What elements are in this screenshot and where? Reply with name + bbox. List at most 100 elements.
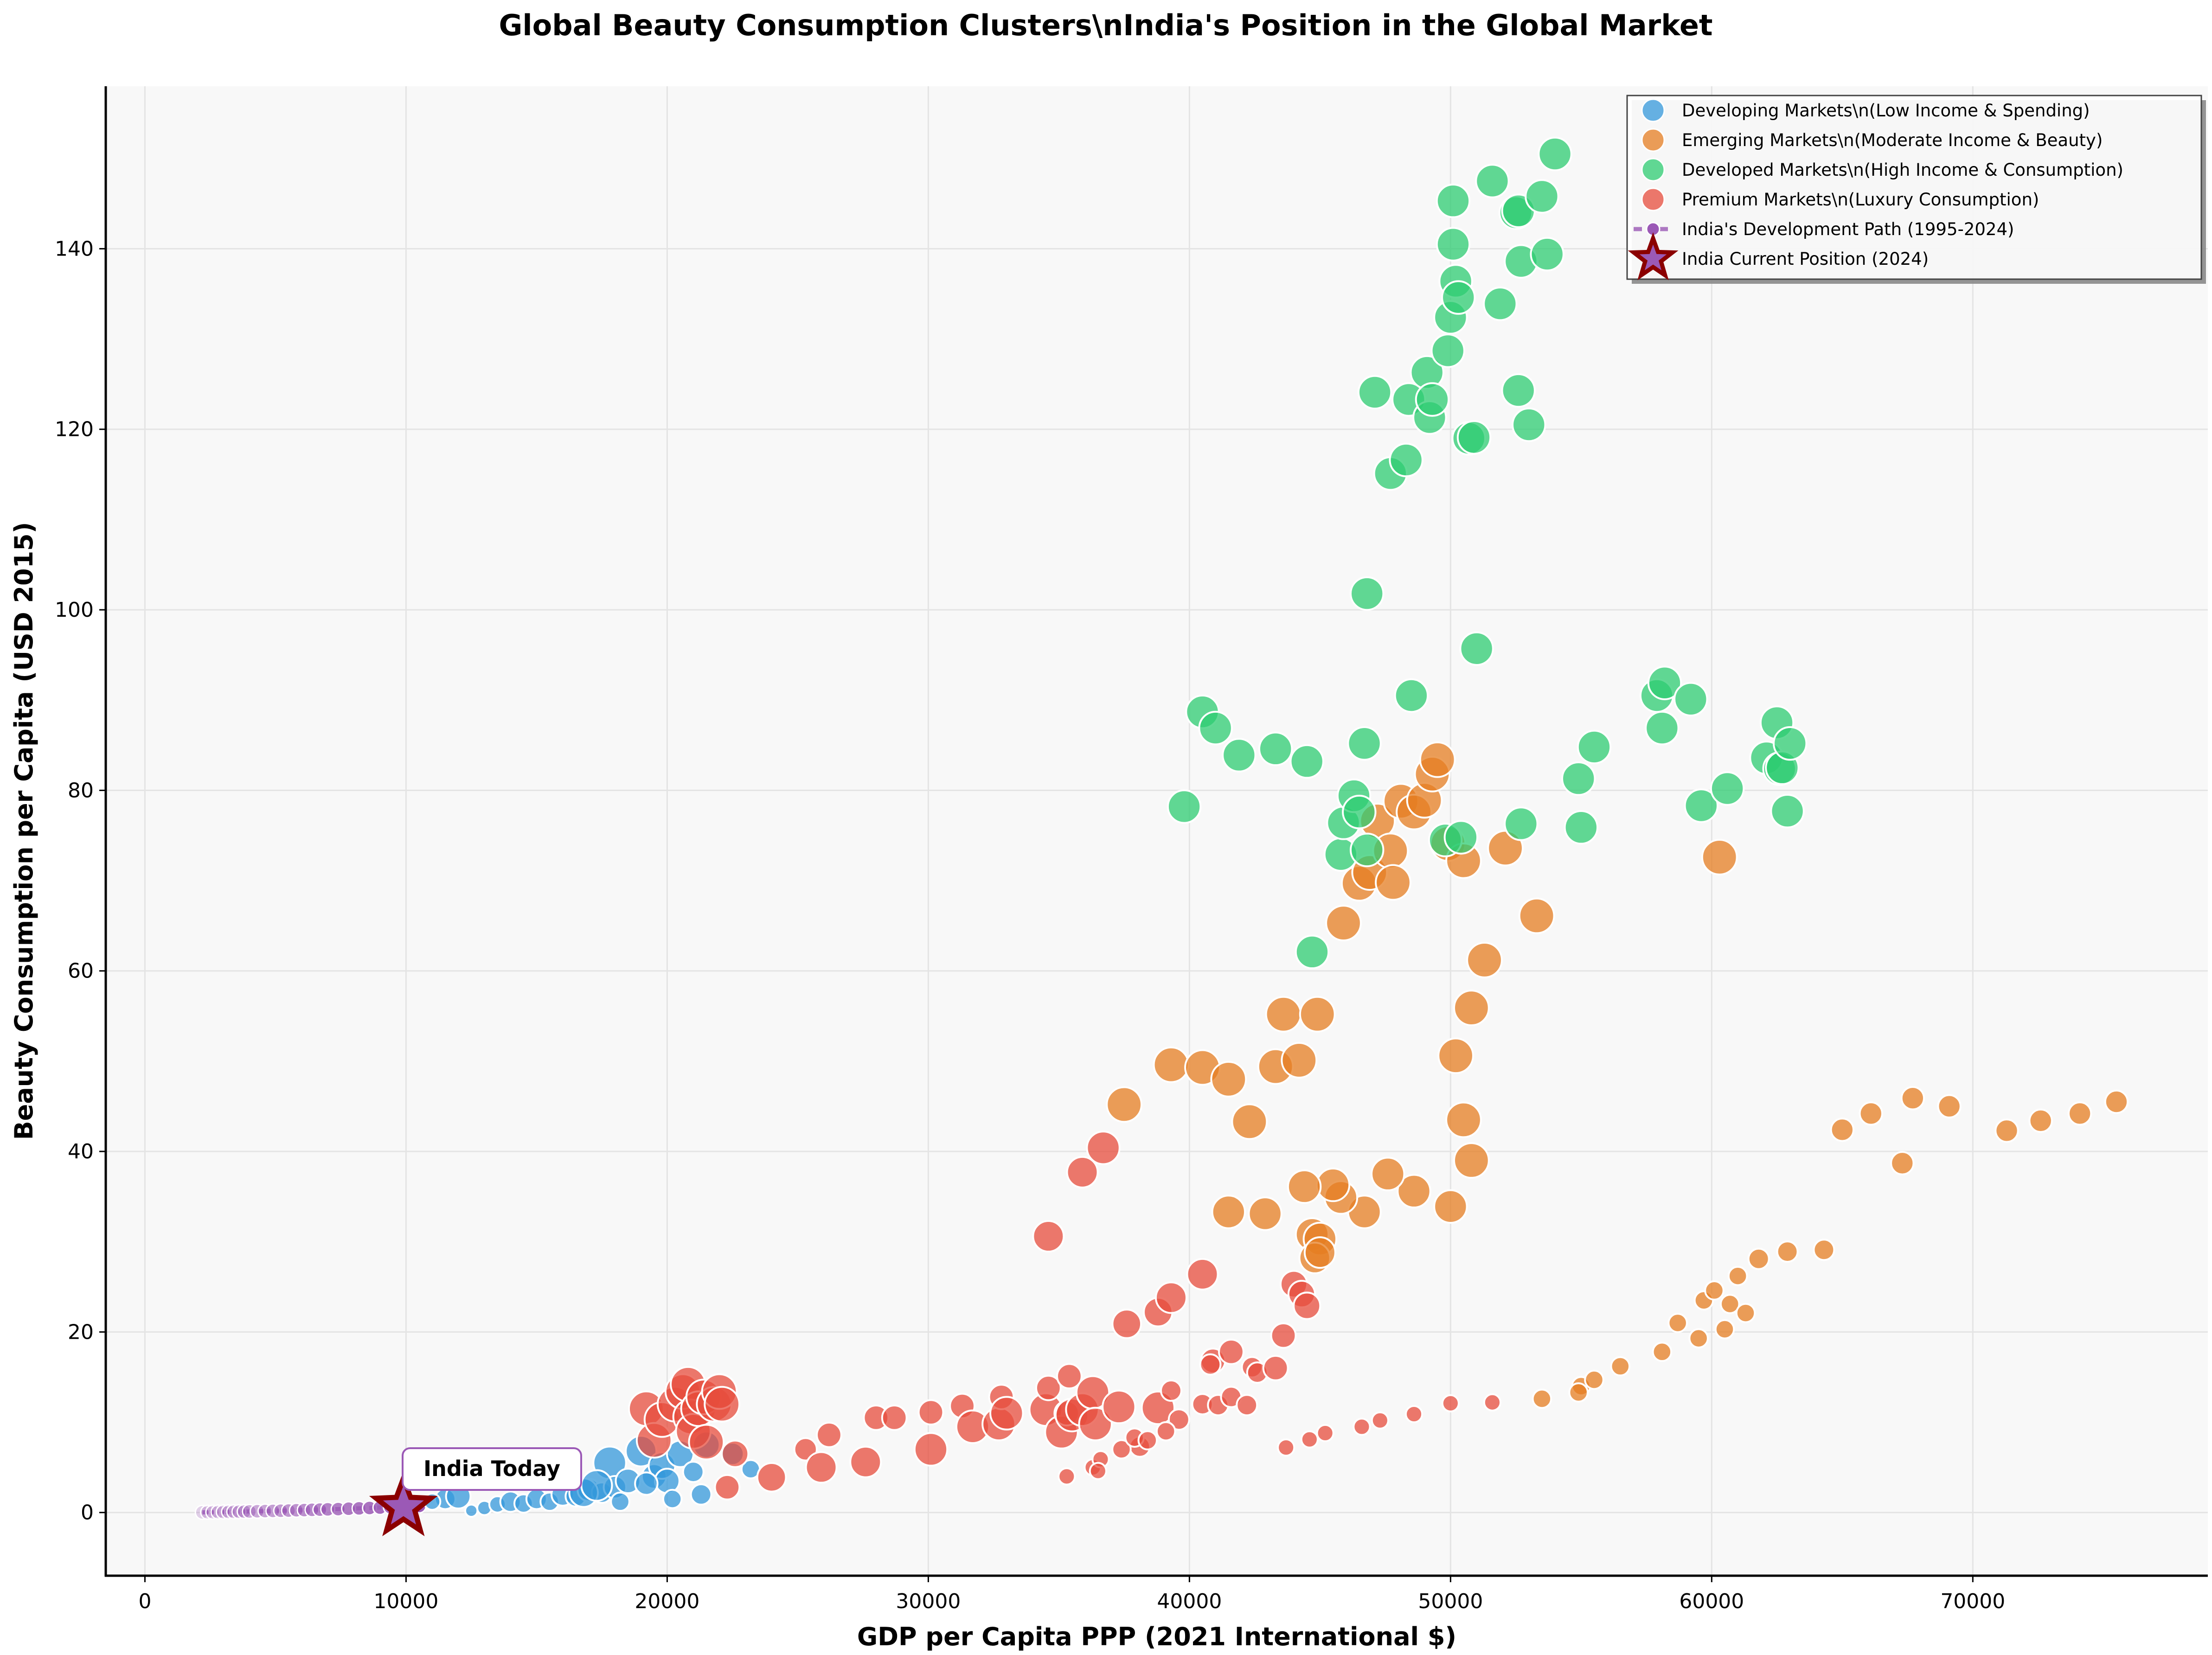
developed-point — [1561, 761, 1596, 796]
legend-label: India Current Position (2024) — [1682, 249, 1929, 269]
plot-background — [106, 86, 2208, 1576]
premium-point — [1160, 1379, 1182, 1402]
y-tick-label: 40 — [68, 1140, 94, 1163]
premium-point — [1236, 1394, 1258, 1417]
developed-point — [1198, 710, 1233, 746]
emerging-point — [1153, 1046, 1190, 1083]
emerging-point — [2028, 1108, 2053, 1133]
y-tick-label: 120 — [55, 418, 94, 441]
emerging-point — [1747, 1247, 1770, 1270]
x-tick-label: 20000 — [635, 1590, 699, 1613]
legend-frame — [1626, 95, 2202, 280]
emerging-point — [1610, 1356, 1631, 1377]
premium-point — [989, 1396, 1024, 1431]
india-path-point — [200, 1504, 216, 1520]
legend-marker — [1641, 158, 1665, 182]
india-path-point — [221, 1504, 237, 1520]
developed-point — [1443, 820, 1479, 855]
india-layer: India Today — [369, 1447, 582, 1536]
premium-point — [1293, 1291, 1321, 1320]
annotation-text: India Today — [423, 1456, 560, 1481]
emerging-point — [1688, 1328, 1709, 1348]
y-tick-label: 80 — [68, 779, 94, 802]
emerging-point — [1532, 1388, 1552, 1409]
developed-point — [1258, 731, 1293, 767]
emerging-point — [1299, 996, 1336, 1033]
developed-point — [1684, 788, 1719, 823]
emerging-point — [1568, 1382, 1589, 1403]
x-tick-label: 60000 — [1679, 1590, 1744, 1613]
premium-point — [1111, 1439, 1132, 1460]
india-path-point — [194, 1504, 210, 1520]
emerging-point — [1652, 1342, 1673, 1362]
developed-point — [1504, 806, 1539, 841]
y-tick-label: 20 — [68, 1320, 94, 1344]
developed-point — [1710, 771, 1745, 806]
emerging-point — [1900, 1086, 1925, 1111]
developed-point — [1512, 407, 1546, 442]
legend-label: Emerging Markets\n(Moderate Income & Bea… — [1682, 130, 2103, 150]
developed-point — [1773, 726, 1808, 761]
india-path-point — [205, 1504, 221, 1520]
premium-point — [1316, 1424, 1334, 1443]
developing-point — [464, 1503, 479, 1518]
emerging-point — [1727, 1265, 1748, 1286]
premium-point — [917, 1399, 944, 1426]
premium-point — [704, 1386, 741, 1423]
premium-point — [913, 1432, 949, 1467]
emerging-point — [1371, 1157, 1405, 1191]
emerging-point — [1287, 1169, 1322, 1204]
x-tick-label: 30000 — [896, 1590, 961, 1613]
emerging-point — [1735, 1303, 1756, 1323]
developed-point — [1357, 375, 1392, 410]
emerging-point — [2104, 1089, 2129, 1114]
emerging-point — [1433, 1189, 1468, 1224]
india-current-star — [369, 1471, 438, 1536]
premium-point — [1404, 1405, 1423, 1424]
developed-point — [1350, 576, 1385, 611]
emerging-point — [1466, 941, 1503, 978]
plot-area: India Today — [106, 86, 2208, 1576]
premium-point — [1086, 1131, 1121, 1165]
developed-point — [1459, 631, 1494, 666]
developed-point — [1577, 729, 1612, 765]
developed-point — [1436, 227, 1471, 262]
developed-point — [1525, 179, 1559, 214]
legend-marker — [1641, 128, 1665, 152]
emerging-point — [1231, 1103, 1268, 1140]
developed-point — [1645, 710, 1680, 746]
emerging-point — [1210, 1061, 1247, 1098]
legend-marker — [1641, 98, 1665, 122]
premium-point — [1154, 1281, 1187, 1314]
emerging-point — [1584, 1369, 1604, 1390]
emerging-point — [1303, 1236, 1336, 1269]
premium-point — [1270, 1322, 1297, 1349]
emerging-point — [1813, 1239, 1835, 1261]
developed-point — [1770, 793, 1805, 829]
premium-point — [816, 1421, 842, 1448]
y-tick-label: 100 — [55, 598, 94, 622]
premium-point — [1035, 1374, 1062, 1401]
premium-point — [1066, 1156, 1099, 1189]
developed-point — [1347, 726, 1382, 761]
premium-point — [1032, 1220, 1065, 1253]
emerging-point — [1859, 1101, 1883, 1126]
premium-point — [1353, 1418, 1371, 1436]
premium-point — [1111, 1309, 1142, 1339]
india-path-point — [215, 1504, 231, 1520]
emerging-point — [1437, 1037, 1475, 1074]
developed-point — [1456, 420, 1492, 455]
premium-point — [1441, 1394, 1460, 1412]
emerging-point — [1937, 1094, 1962, 1118]
premium-point — [1262, 1355, 1289, 1381]
developed-point — [1673, 682, 1708, 716]
legend-marker — [1641, 187, 1665, 211]
premium-point — [756, 1462, 787, 1493]
developed-point — [1483, 286, 1518, 321]
developed-point — [1389, 442, 1423, 478]
tick-labels: 0 10000 20000 30000 40000 50000 60000 70000 0 20 4… — [55, 237, 2005, 1613]
premium-point — [1058, 1467, 1076, 1486]
developed-point — [1530, 236, 1564, 272]
emerging-point — [1397, 1174, 1431, 1208]
